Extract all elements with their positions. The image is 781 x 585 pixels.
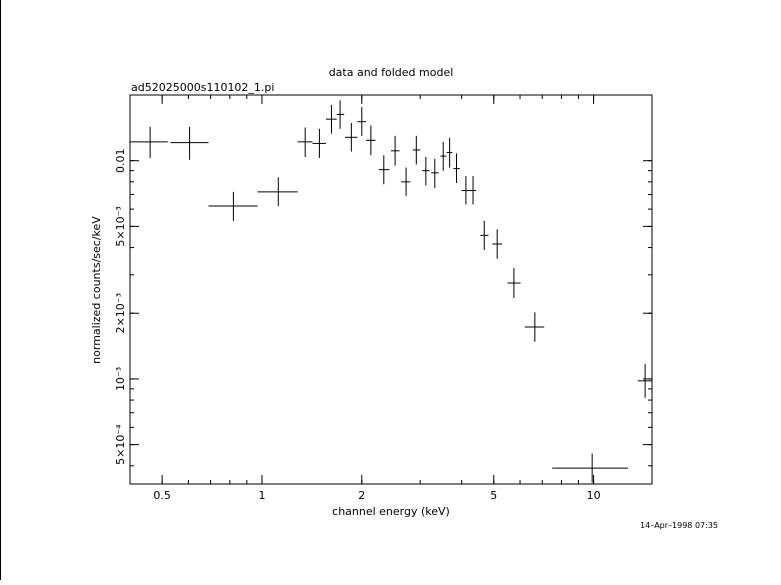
data-point: [637, 364, 652, 398]
x-tick-label: 0.5: [153, 489, 171, 502]
data-point: [440, 141, 447, 171]
data-point: [507, 268, 521, 298]
data-point: [480, 220, 489, 250]
chart-subtitle: ad52025000s110102_1.pi: [131, 81, 274, 94]
chart-title: data and folded model: [329, 66, 454, 79]
data-point: [431, 158, 439, 188]
data-point: [366, 125, 376, 156]
data-points: [130, 100, 652, 483]
data-point: [461, 176, 471, 205]
data-point: [312, 128, 327, 158]
data-point: [378, 155, 390, 185]
data-point: [326, 104, 337, 134]
y-axis-label: normalized counts/sec/keV: [90, 216, 103, 364]
plot-frame: [129, 94, 653, 485]
data-point: [208, 191, 258, 221]
y-tick-label: 5×10⁻³: [114, 206, 127, 246]
y-tick-label: 10⁻³: [114, 367, 127, 391]
x-axis-label: channel energy (keV): [332, 505, 450, 518]
x-tick-label: 1: [258, 489, 265, 502]
y-tick-label: 0.01: [114, 148, 127, 173]
data-point: [492, 229, 503, 259]
window-left-border: [0, 0, 1, 580]
data-point: [524, 312, 545, 342]
data-point: [552, 453, 629, 483]
y-tick-label: 5×10⁻⁴: [114, 424, 127, 465]
data-point: [453, 153, 460, 184]
x-tick-label: 5: [490, 489, 497, 502]
data-point: [297, 127, 313, 157]
data-point: [130, 126, 168, 158]
data-point: [412, 135, 421, 165]
data-point: [170, 126, 209, 160]
data-point: [470, 176, 477, 205]
timestamp: 14–Apr–1998 07:35: [640, 521, 718, 530]
data-point: [257, 177, 298, 207]
x-tick-label: 2: [358, 489, 365, 502]
data-point: [357, 107, 367, 136]
axis-tick-labels: 0.5 1 2 5 10 0.01 5×10⁻³ 2×10⁻³ 10⁻³ 5×10⁻⁴: [114, 148, 601, 502]
data-point: [422, 156, 430, 186]
data-point: [401, 167, 411, 196]
data-point: [391, 135, 400, 166]
data-point: [345, 122, 358, 152]
axis-ticks: [129, 94, 652, 484]
y-tick-label: 2×10⁻³: [114, 293, 127, 333]
data-point: [336, 100, 345, 129]
data-point: [446, 138, 453, 168]
x-tick-label: 10: [587, 489, 601, 502]
